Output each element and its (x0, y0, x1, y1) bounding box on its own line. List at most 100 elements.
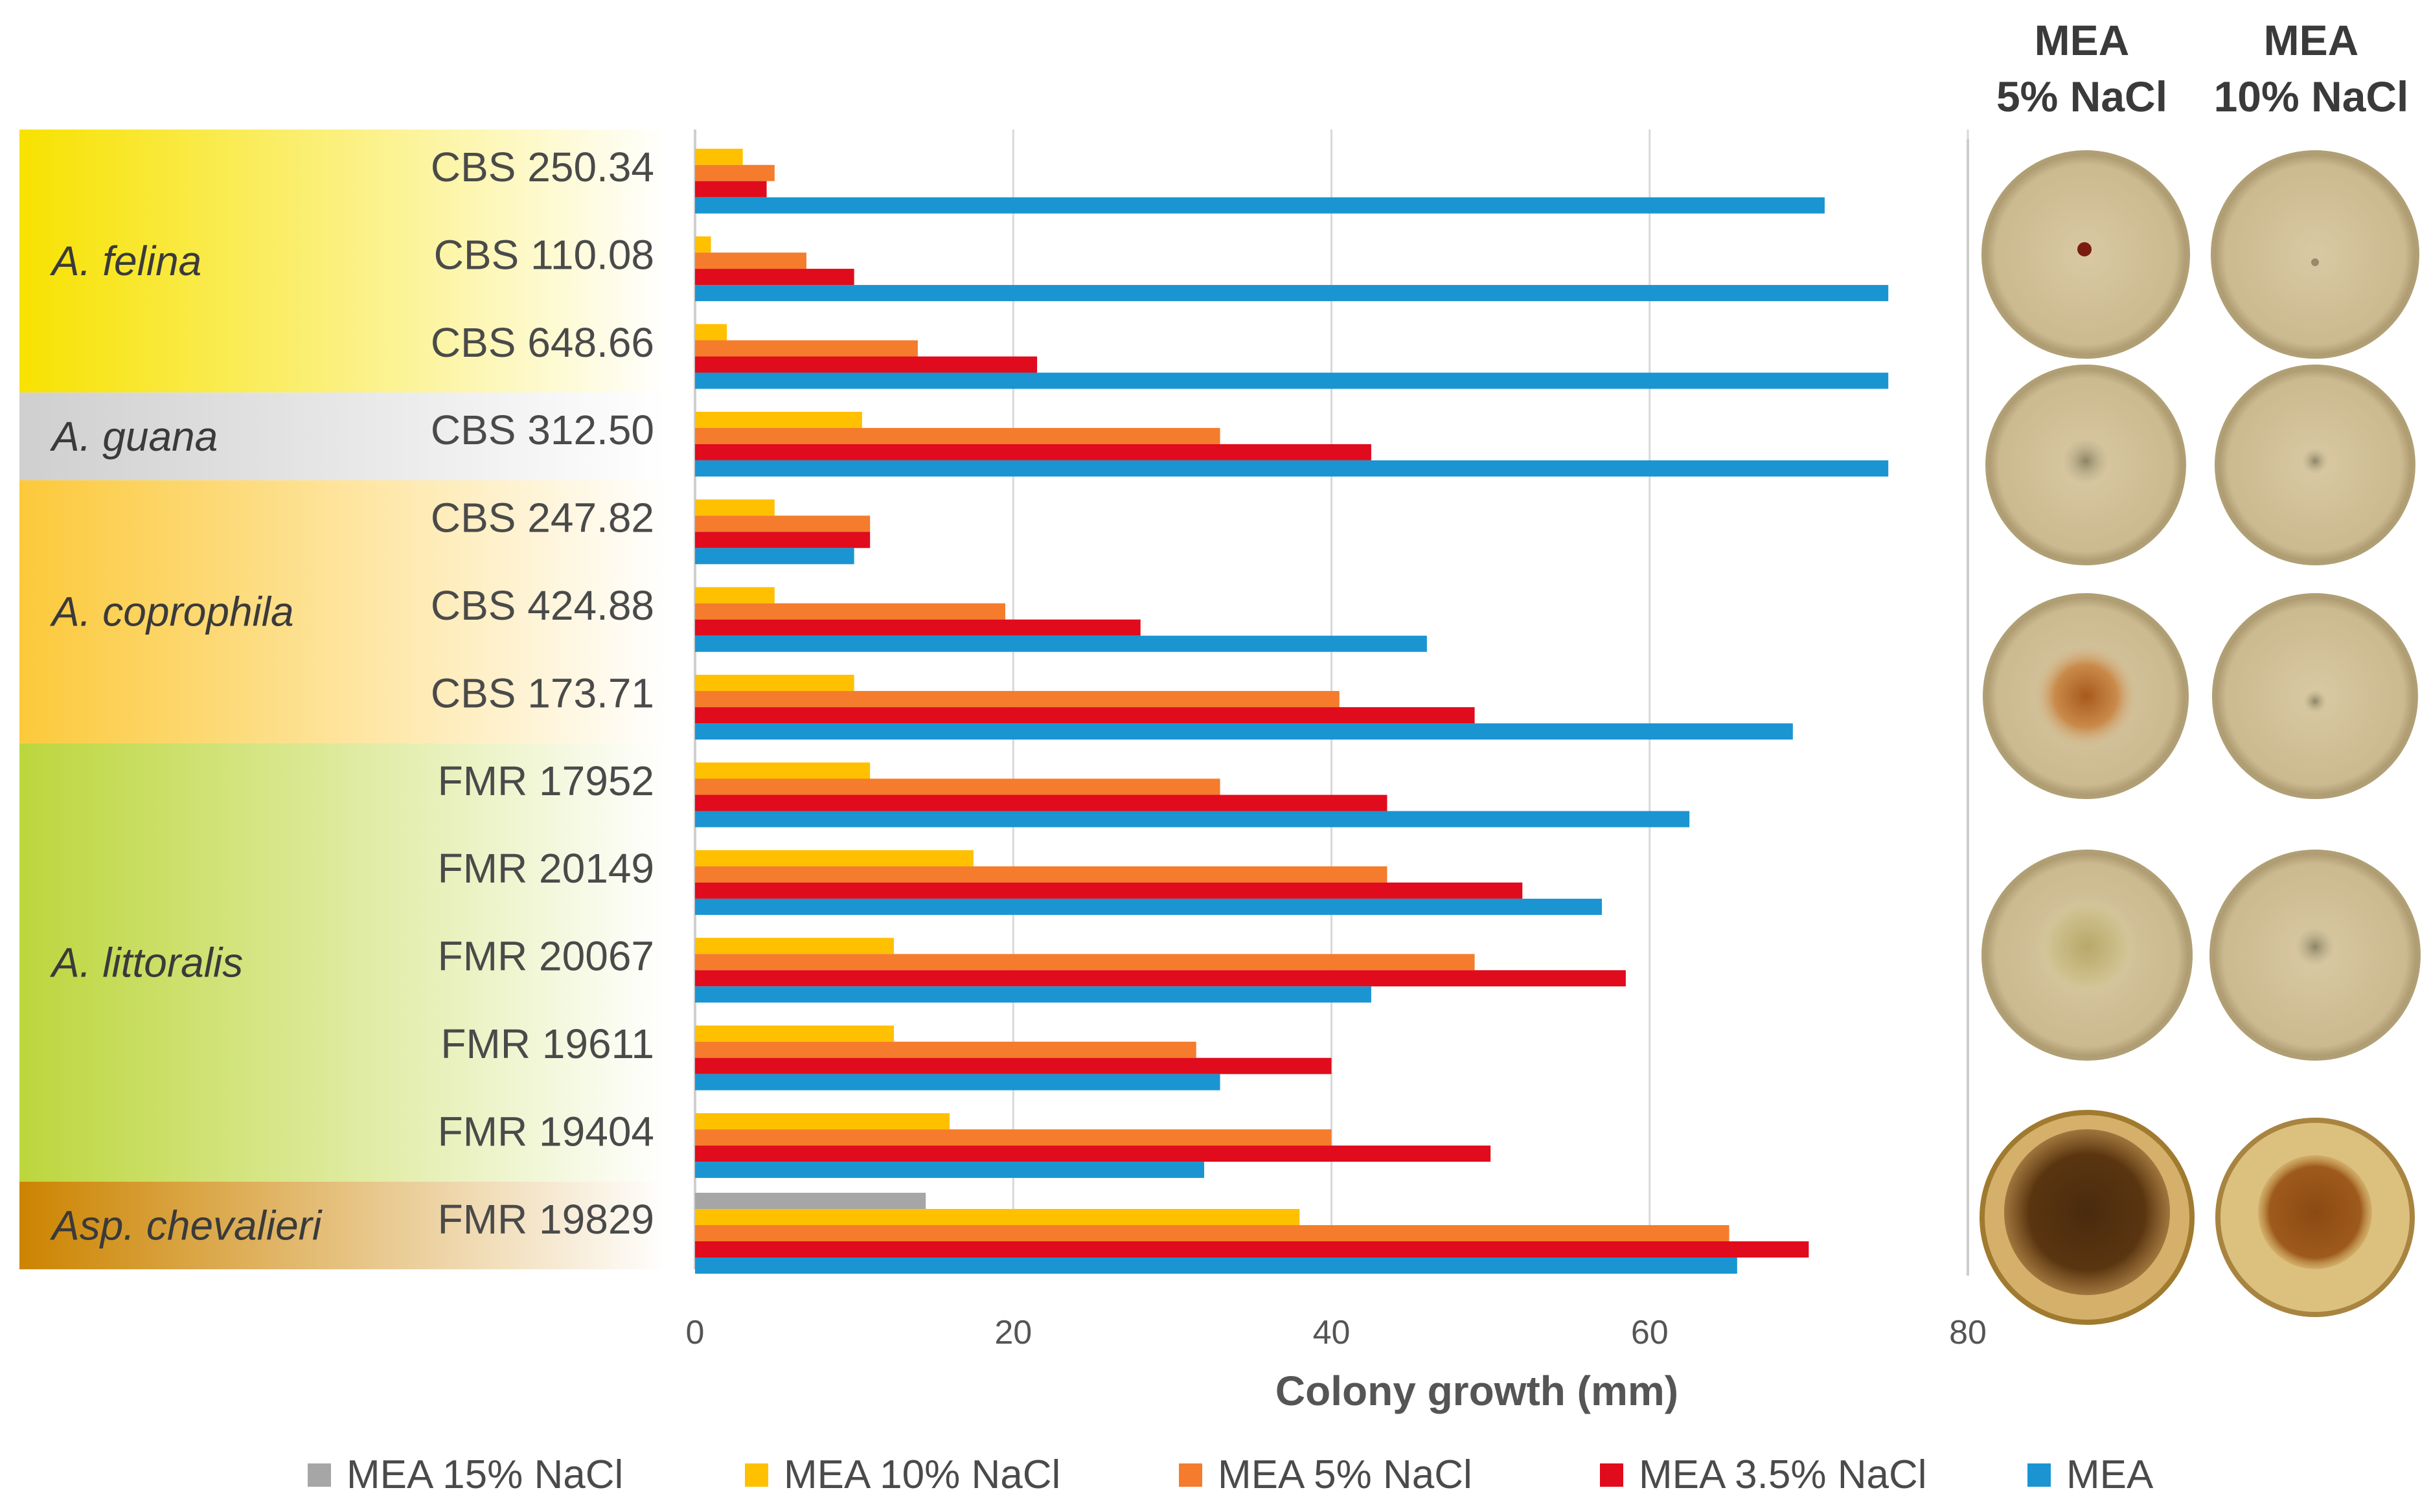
bar-cbs-173-71-mea-5-nacl (695, 691, 1340, 708)
legend-swatch-mea-15-nacl (308, 1463, 331, 1487)
strain-label-cbs-247-82: CBS 247.82 (431, 495, 654, 541)
legend: MEA 15% NaCl MEA 10% NaCl MEA 5% NaCl MEA 3… (308, 1452, 2154, 1497)
species-band-asp-chevalieri (19, 1181, 667, 1270)
bar-fmr-20067-mea-3-5-nacl (695, 970, 1626, 987)
bar-cbs-250-34-mea-3-5-nacl (695, 181, 767, 197)
bar-fmr-17952-mea (695, 811, 1690, 828)
bar-cbs-648-66-mea-10-nacl (695, 324, 727, 341)
bar-fmr-19404-mea (695, 1162, 1204, 1179)
bar-cbs-250-34-mea (695, 197, 1825, 214)
bar-cbs-247-82-mea-5-nacl (695, 515, 871, 532)
bar-cbs-173-71-mea-3-5-nacl (695, 707, 1475, 724)
x-tick-label-0: 0 (686, 1314, 705, 1351)
bar-fmr-20067-mea (695, 986, 1371, 1003)
bar-cbs-110-08-mea-3-5-nacl (695, 269, 854, 286)
bar-cbs-250-34-mea-5-nacl (695, 164, 775, 181)
species-band-a-coprophila (19, 480, 667, 743)
bar-cbs-648-66-mea (695, 372, 1889, 389)
bar-cbs-312-50-mea-5-nacl (695, 427, 1220, 444)
plate-header-10pct: MEA 10% NaCl (2214, 16, 2409, 120)
species-band-a-felina (19, 130, 667, 393)
bar-cbs-424-88-mea-3-5-nacl (695, 619, 1141, 636)
species-label-a-guana: A. guana (49, 413, 218, 460)
strain-label-fmr-19611: FMR 19611 (440, 1021, 654, 1067)
x-tick-label-40: 40 (1313, 1314, 1351, 1351)
bar-fmr-19404-mea-10-nacl (695, 1113, 950, 1130)
strain-label-fmr-19404: FMR 19404 (438, 1108, 654, 1155)
bar-cbs-424-88-mea-10-nacl (695, 587, 775, 604)
species-group-bands: A. felina A. guana A. coprophila A. littora… (19, 130, 667, 1270)
legend-swatch-mea-3-5-nacl (1600, 1463, 1623, 1487)
legend-label-mea: MEA (2066, 1452, 2154, 1497)
plate-header-10pct-line1: MEA (2264, 16, 2359, 64)
plate-a-littoralis-5pct (1981, 850, 2193, 1061)
strain-label-cbs-110-08: CBS 110.08 (434, 231, 654, 278)
bar-fmr-19611-mea-5-nacl (695, 1041, 1196, 1058)
legend-label-mea-5-nacl: MEA 5% NaCl (1218, 1452, 1472, 1497)
bar-fmr-20149-mea (695, 898, 1603, 915)
strain-label-cbs-424-88: CBS 424.88 (431, 582, 654, 629)
bar-fmr-19829-mea-3-5-nacl (695, 1241, 1809, 1258)
bar-cbs-424-88-mea (695, 635, 1427, 652)
bar-fmr-19829-mea-5-nacl (695, 1225, 1729, 1241)
legend-label-mea-15-nacl: MEA 15% NaCl (347, 1452, 623, 1497)
bar-fmr-20149-mea-3-5-nacl (695, 882, 1523, 899)
strain-label-fmr-20067: FMR 20067 (438, 933, 654, 980)
legend-swatch-mea-5-nacl (1179, 1463, 1202, 1487)
plate-a-coprophila-5pct (1983, 593, 2189, 799)
bar-cbs-648-66-mea-5-nacl (695, 340, 918, 357)
legend-swatch-mea (2027, 1463, 2051, 1487)
plate-a-felina-10pct (2211, 150, 2419, 359)
bar-cbs-110-08-mea-5-nacl (695, 253, 806, 269)
plate-a-felina-5pct (1981, 150, 2190, 359)
x-tick-label-20: 20 (994, 1314, 1032, 1351)
species-label-a-coprophila: A. coprophila (49, 589, 294, 635)
bar-cbs-312-50-mea-10-nacl (695, 411, 862, 428)
bar-cbs-110-08-mea-10-nacl (695, 236, 711, 253)
bar-fmr-19829-mea-10-nacl (695, 1209, 1300, 1225)
bar-fmr-19404-mea-3-5-nacl (695, 1145, 1491, 1162)
bar-cbs-110-08-mea (695, 285, 1889, 302)
plate-header-5pct-line2: 5% NaCl (1996, 73, 2167, 120)
species-label-a-littoralis: A. littoralis (49, 939, 243, 986)
plate-a-guana-5pct (1985, 365, 2186, 565)
bar-cbs-247-82-mea (695, 548, 854, 565)
plate-a-coprophila-10pct (2212, 593, 2418, 799)
bar-fmr-17952-mea-10-nacl (695, 762, 871, 779)
plate-a-littoralis-10pct (2209, 850, 2421, 1061)
bar-cbs-173-71-mea-10-nacl (695, 675, 854, 692)
bar-cbs-250-34-mea-10-nacl (695, 148, 743, 165)
species-label-asp-chevalieri: Asp. chevalieri (49, 1202, 323, 1249)
bar-fmr-20149-mea-5-nacl (695, 866, 1387, 883)
strain-label-fmr-19829: FMR 19829 (438, 1196, 654, 1243)
strain-label-fmr-20149: FMR 20149 (438, 845, 654, 892)
x-axis-title: Colony growth (mm) (1275, 1368, 1678, 1414)
bar-fmr-19611-mea-3-5-nacl (695, 1057, 1332, 1074)
bar-fmr-20067-mea-5-nacl (695, 954, 1475, 971)
bar-series (695, 148, 1889, 1274)
plate-asp-chevalieri-5pct (1980, 1110, 2195, 1325)
plate-header-5pct: MEA 5% NaCl (1996, 16, 2167, 120)
bar-cbs-648-66-mea-3-5-nacl (695, 356, 1038, 373)
species-band-a-guana (19, 392, 667, 480)
strain-label-cbs-173-71: CBS 173.71 (431, 670, 654, 716)
species-band-a-littoralis (19, 743, 667, 1182)
bar-fmr-19829-mea (695, 1258, 1737, 1274)
bar-fmr-17952-mea-5-nacl (695, 778, 1220, 795)
x-tick-label-60: 60 (1631, 1314, 1669, 1351)
strain-label-cbs-648-66: CBS 648.66 (431, 319, 654, 366)
legend-swatch-mea-10-nacl (745, 1463, 768, 1487)
bar-fmr-19611-mea (695, 1074, 1220, 1090)
bar-fmr-20067-mea-10-nacl (695, 938, 895, 954)
strain-label-fmr-17952: FMR 17952 (438, 758, 654, 804)
strain-label-cbs-312-50: CBS 312.50 (431, 407, 654, 453)
plate-header-5pct-line1: MEA (2035, 16, 2130, 64)
bar-cbs-312-50-mea-3-5-nacl (695, 444, 1371, 460)
x-axis-ticks: 0 20 40 60 80 (686, 1314, 1987, 1351)
bar-cbs-247-82-mea-10-nacl (695, 499, 775, 516)
bar-fmr-19611-mea-10-nacl (695, 1025, 895, 1042)
bar-fmr-20149-mea-10-nacl (695, 850, 974, 866)
bar-cbs-424-88-mea-5-nacl (695, 603, 1005, 620)
strain-label-cbs-250-34: CBS 250.34 (431, 144, 654, 190)
